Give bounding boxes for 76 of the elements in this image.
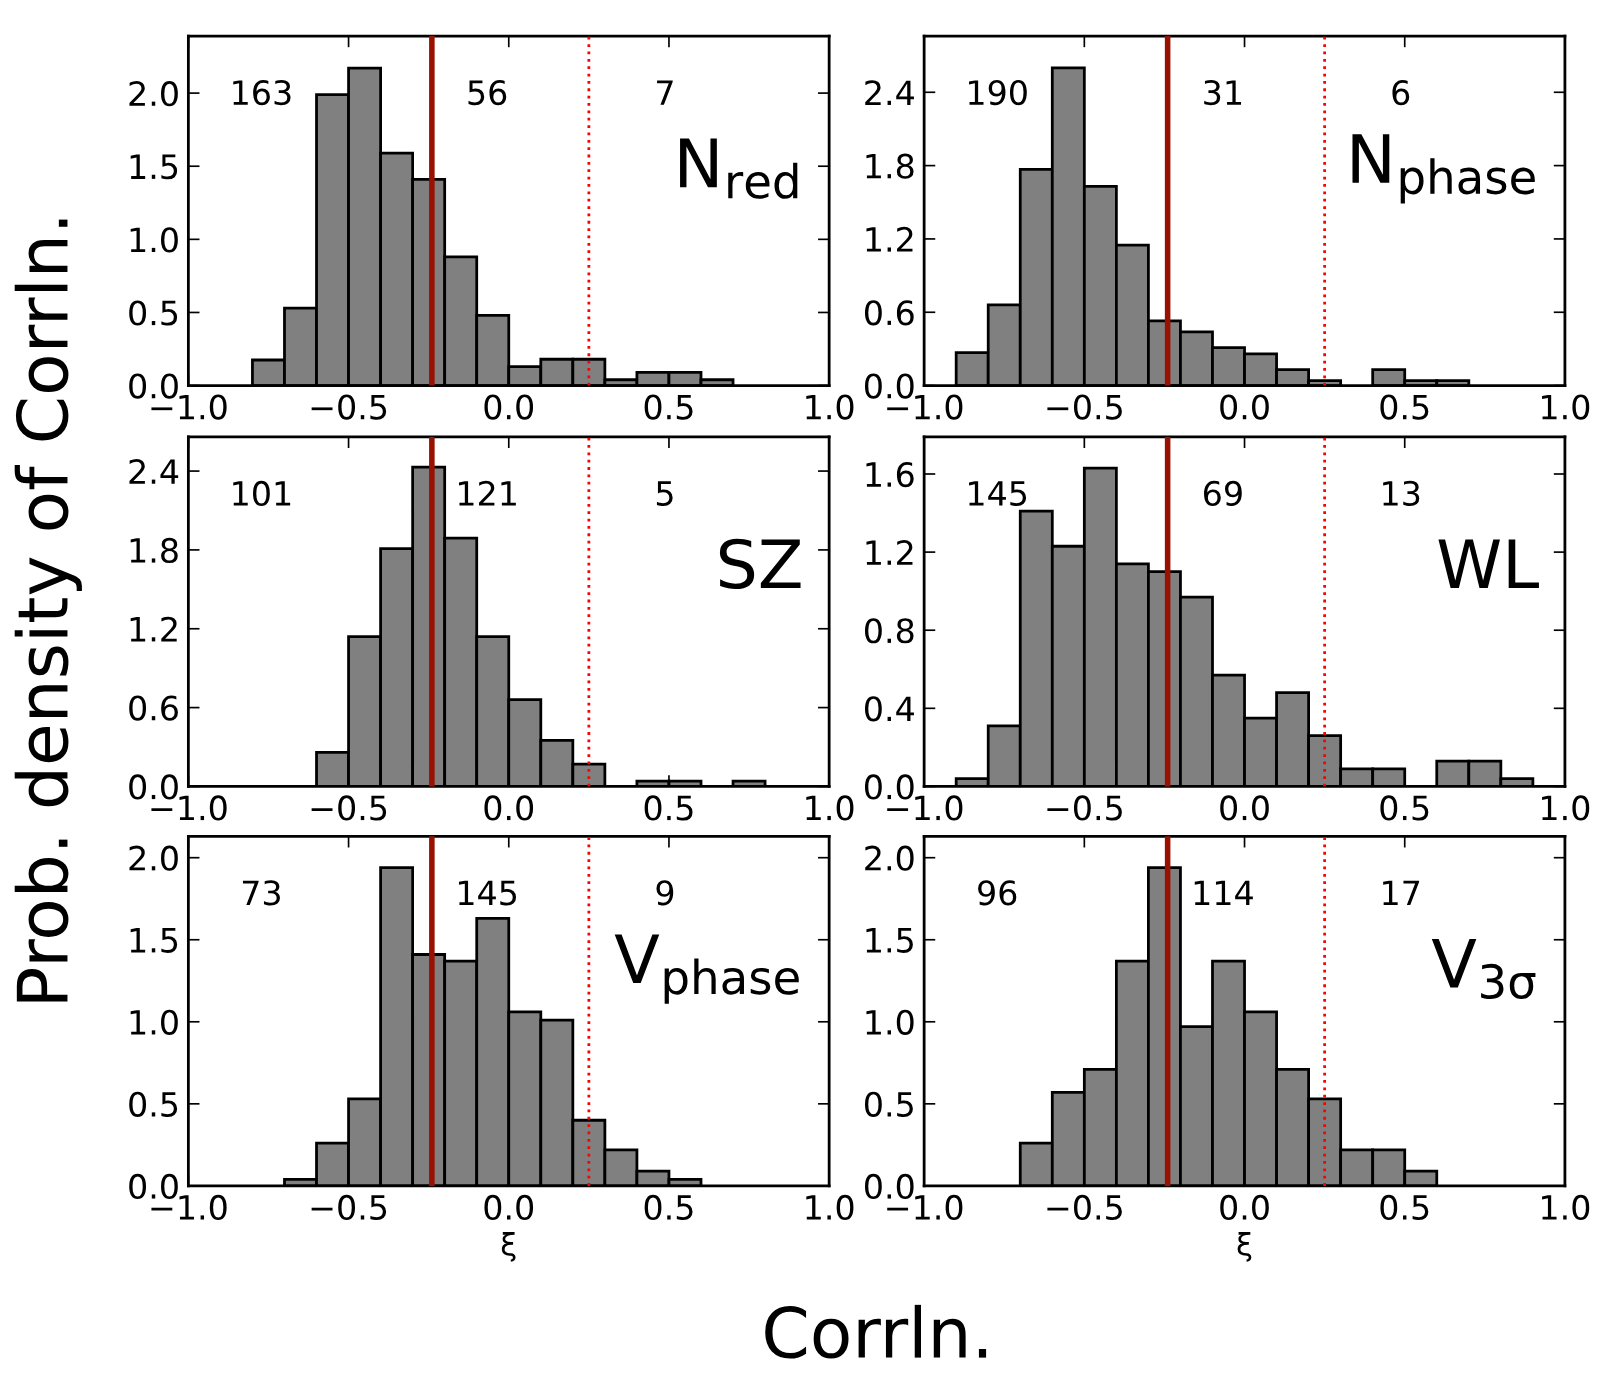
x-tick-label: 1.0 — [806, 1194, 854, 1221]
text: SZ — [719, 538, 801, 590]
y-tick-label: 1.5 — [130, 154, 178, 180]
x-tick-label: 0.5 — [644, 394, 693, 420]
y-tick-label: 0.6 — [129, 695, 178, 721]
annotation: 6 — [1392, 79, 1410, 106]
x-tick-label: 0.5 — [1380, 795, 1429, 821]
x-tick-label: −0.5 — [311, 795, 387, 821]
y-tick-label: 2.4 — [129, 458, 179, 484]
annotation: 17 — [1383, 880, 1420, 905]
y-tick-label: 0.6 — [864, 300, 914, 326]
x-tick-label: −0.5 — [311, 1194, 387, 1221]
annotation: 96 — [978, 880, 1017, 906]
y-tick-label: 1.2 — [130, 616, 177, 642]
y-tick-label: 1.0 — [130, 227, 178, 253]
x-tick-label: 1.0 — [806, 394, 854, 420]
x-tick-label: −0.5 — [311, 394, 387, 420]
y-axis-title: Prob. density of Corrln. — [14, 219, 82, 1002]
annotation: 56 — [468, 79, 507, 106]
text: N$_{phase}$ — [1352, 134, 1535, 204]
x-tick-label: 0.0 — [1220, 795, 1269, 821]
x-tick-label: −0.5 — [1047, 1194, 1122, 1221]
y-tick-label: 1.6 — [866, 461, 914, 488]
x-tick-label: −0.5 — [1047, 394, 1122, 420]
annotation: 7 — [657, 80, 673, 105]
x-tick-label: 0.5 — [1380, 1194, 1429, 1221]
y-tick-label: 0.5 — [129, 300, 178, 326]
annotation: 114 — [1194, 880, 1253, 905]
x-tick-label: 0.0 — [484, 795, 534, 821]
text: N$_{red}$ — [680, 138, 798, 199]
annotation: 31 — [1204, 79, 1242, 106]
y-tick-label: 1.8 — [130, 537, 178, 564]
y-tick-label: 2.0 — [129, 845, 178, 871]
x-tick-label: 0.0 — [484, 1194, 534, 1221]
y-tick-label: 1.2 — [866, 226, 913, 252]
y-tick-label: 1.2 — [866, 540, 913, 565]
annotation: 73 — [242, 880, 280, 906]
annotation: 190 — [969, 79, 1027, 106]
x-tick-label: 0.0 — [1220, 1194, 1269, 1221]
x-axis-title: ξ — [1237, 1232, 1252, 1262]
y-tick-label: 1.0 — [866, 1009, 914, 1035]
y-tick-label: 1.5 — [130, 928, 178, 953]
x-tick-label: 1.0 — [1542, 394, 1590, 420]
y-tick-label: 2.0 — [865, 845, 914, 871]
x-tick-label: 0.5 — [644, 1194, 693, 1221]
x-axis-title: ξ — [501, 1232, 516, 1262]
annotation: 5 — [656, 481, 673, 506]
y-tick-label: 0.5 — [864, 1091, 913, 1117]
annotation: 69 — [1204, 480, 1242, 506]
y-tick-label: 2.0 — [129, 81, 178, 107]
y-tick-label: 1.5 — [866, 928, 913, 953]
x-tick-label: 1.0 — [1542, 1194, 1590, 1221]
annotation: 13 — [1383, 480, 1420, 506]
y-tick-label: 1.0 — [130, 1009, 178, 1035]
text: V$_{3σ}$ — [1431, 938, 1536, 1000]
x-tick-label: 1.0 — [806, 795, 854, 821]
x-tick-label: 1.0 — [1542, 795, 1590, 821]
x-tick-label: 0.5 — [644, 795, 693, 821]
text: Corrln. — [765, 1304, 987, 1359]
text: WL — [1438, 539, 1539, 589]
annotation: 163 — [233, 79, 291, 106]
y-tick-label: 0.5 — [129, 1091, 178, 1117]
text: V$_{phase}$ — [614, 934, 799, 1004]
annotation: 121 — [458, 480, 516, 506]
y-tick-label: 0.8 — [864, 618, 914, 644]
y-tick-label: 0.4 — [864, 696, 914, 722]
x-tick-label: 0.0 — [484, 394, 534, 420]
x-tick-label: 0.5 — [1380, 394, 1429, 420]
y-tick-label: 2.4 — [865, 80, 914, 105]
annotation: 145 — [969, 481, 1027, 506]
y-tick-label: 1.8 — [866, 153, 914, 179]
x-tick-label: −0.5 — [1047, 795, 1122, 821]
annotation: 145 — [458, 880, 517, 906]
x-tick-label: 0.0 — [1220, 394, 1269, 420]
annotation: 101 — [233, 480, 291, 506]
annotation: 9 — [656, 880, 674, 906]
